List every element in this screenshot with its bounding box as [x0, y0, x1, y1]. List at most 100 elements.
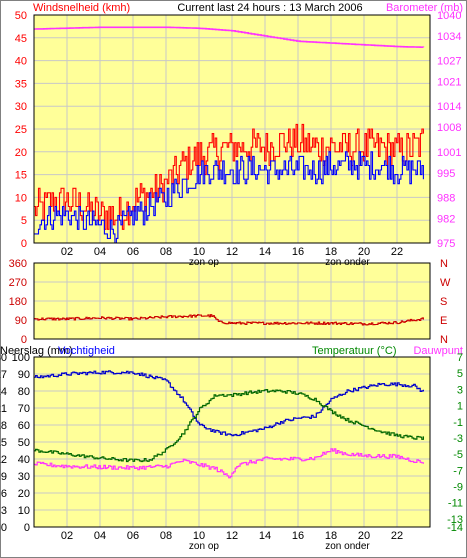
panel-1-x-tick: 16 — [292, 246, 304, 258]
humidity-axis-title: Vochtigheid — [58, 345, 115, 357]
direction-y-tick: 270 — [9, 277, 27, 289]
barometer-y-tick: 995 — [437, 168, 455, 180]
temperature-line — [34, 389, 424, 463]
panel-2-border — [33, 262, 431, 340]
panel-3-sunset-label: zon onder — [325, 541, 370, 552]
panel-3-border — [33, 356, 431, 528]
temperature-y-tick: -9 — [453, 482, 463, 494]
rainfall-y-tick: 24 — [0, 386, 7, 398]
panel-1-x-tick: 02 — [61, 246, 73, 258]
temperature-y-tick: -5 — [453, 449, 463, 461]
panel-1-x-tick: 20 — [358, 246, 370, 258]
panel-3-x-tick: 06 — [127, 530, 139, 542]
barometer-y-tick: 975 — [437, 238, 455, 250]
humidity-line — [34, 370, 424, 437]
compass-label: N — [440, 258, 448, 270]
temperature-y-tick: -14 — [447, 522, 463, 534]
panel-1-x-tick: 18 — [325, 246, 337, 258]
humidity-y-tick: 30 — [18, 471, 30, 483]
panel-1-x-tick: 06 — [127, 246, 139, 258]
humidity-y-tick: 80 — [18, 386, 30, 398]
rainfall-y-tick: 18 — [0, 420, 7, 432]
humidity-y-tick: 0 — [24, 522, 30, 534]
direction-y-tick: 0 — [21, 334, 27, 346]
rainfall-y-tick: 21 — [0, 403, 7, 415]
humidity-y-tick: 100 — [12, 352, 30, 364]
rainfall-y-tick: 27 — [0, 369, 7, 381]
compass-label: W — [440, 277, 451, 289]
humidity-y-tick: 50 — [18, 437, 30, 449]
wind-y-tick: 50 — [15, 10, 27, 22]
temperature-y-tick: 1 — [457, 401, 463, 413]
barometer-y-tick: 1040 — [437, 10, 461, 22]
temperature-axis-title: Temperatuur (°C) — [312, 345, 396, 357]
wind-y-tick: 45 — [15, 33, 27, 45]
barometer-y-tick: 1008 — [437, 122, 461, 134]
compass-label: S — [440, 296, 447, 308]
wind-average-line — [34, 151, 424, 244]
wind-y-tick: 25 — [15, 124, 27, 136]
panel-1-x-tick: 22 — [391, 246, 403, 258]
barometer-title: Barometer (mb) — [386, 2, 463, 14]
panel-3-x-tick: 22 — [391, 530, 403, 542]
direction-y-tick: 90 — [15, 315, 27, 327]
direction-y-tick: 180 — [9, 296, 27, 308]
compass-label: E — [440, 315, 447, 327]
barometer-y-tick: 988 — [437, 192, 455, 204]
panel-3-x-tick: 04 — [94, 530, 106, 542]
temperature-y-tick: 5 — [457, 368, 463, 380]
wind-speed-title: Windsnelheid (kmh) — [33, 2, 130, 14]
panel-3-x-tick: 08 — [160, 530, 172, 542]
barometer-line — [34, 26, 425, 48]
barometer-y-tick: 1001 — [437, 147, 461, 159]
panel-3-x-tick: 12 — [226, 530, 238, 542]
temperature-y-tick: -11 — [448, 498, 463, 510]
dewpoint-legend: Dauwpunt — [413, 345, 463, 357]
barometer-y-tick: 1027 — [437, 56, 461, 68]
panel-1-sunrise-label: zon op — [189, 257, 219, 268]
wind-y-tick: 40 — [15, 56, 27, 68]
humidity-y-tick: 20 — [18, 488, 30, 500]
rainfall-y-tick: 9 — [1, 471, 7, 483]
panel-1-sunset-label: zon onder — [325, 257, 370, 268]
panel-1-x-tick: 04 — [94, 246, 106, 258]
rainfall-y-tick: 12 — [0, 454, 7, 466]
humidity-y-tick: 70 — [18, 403, 30, 415]
panel-3-x-tick: 10 — [193, 530, 205, 542]
panel-1-x-tick: 08 — [160, 246, 172, 258]
barometer-y-tick: 1021 — [437, 77, 461, 89]
rainfall-axis-title: Neerslag (mm) — [0, 345, 73, 357]
humidity-y-tick: 40 — [18, 454, 30, 466]
temperature-y-tick: -1 — [453, 417, 463, 429]
rainfall-y-tick: 6 — [1, 488, 7, 500]
wind-y-tick: 20 — [15, 147, 27, 159]
rainfall-y-tick: 15 — [0, 437, 7, 449]
temperature-y-tick: 3 — [457, 384, 463, 396]
wind-y-tick: 10 — [15, 192, 27, 204]
humidity-y-tick: 90 — [18, 369, 30, 381]
panel-1-x-tick: 12 — [226, 246, 238, 258]
temperature-y-tick: 7 — [457, 352, 463, 364]
humidity-y-tick: 60 — [18, 420, 30, 432]
panel-3-x-tick: 02 — [61, 530, 73, 542]
direction-y-tick: 360 — [9, 258, 27, 270]
humidity-y-tick: 10 — [18, 505, 30, 517]
rainfall-y-tick: 3 — [1, 505, 7, 517]
rainfall-y-tick: 30 — [0, 352, 7, 364]
panel-3-x-tick: 18 — [325, 530, 337, 542]
temperature-y-tick: -7 — [453, 465, 463, 477]
wind-direction-line — [34, 314, 424, 326]
wind-y-tick: 15 — [15, 170, 27, 182]
panel-1-x-tick: 10 — [193, 246, 205, 258]
temperature-y-tick: -3 — [453, 433, 463, 445]
panel-3-x-tick: 20 — [358, 530, 370, 542]
compass-label: N — [440, 334, 448, 346]
wind-y-tick: 5 — [21, 215, 27, 227]
panel-3-x-tick: 14 — [259, 530, 271, 542]
barometer-y-tick: 1014 — [437, 101, 461, 113]
wind-y-tick: 0 — [21, 238, 27, 250]
barometer-y-tick: 982 — [437, 213, 455, 225]
barometer-y-tick: 1034 — [437, 31, 461, 43]
